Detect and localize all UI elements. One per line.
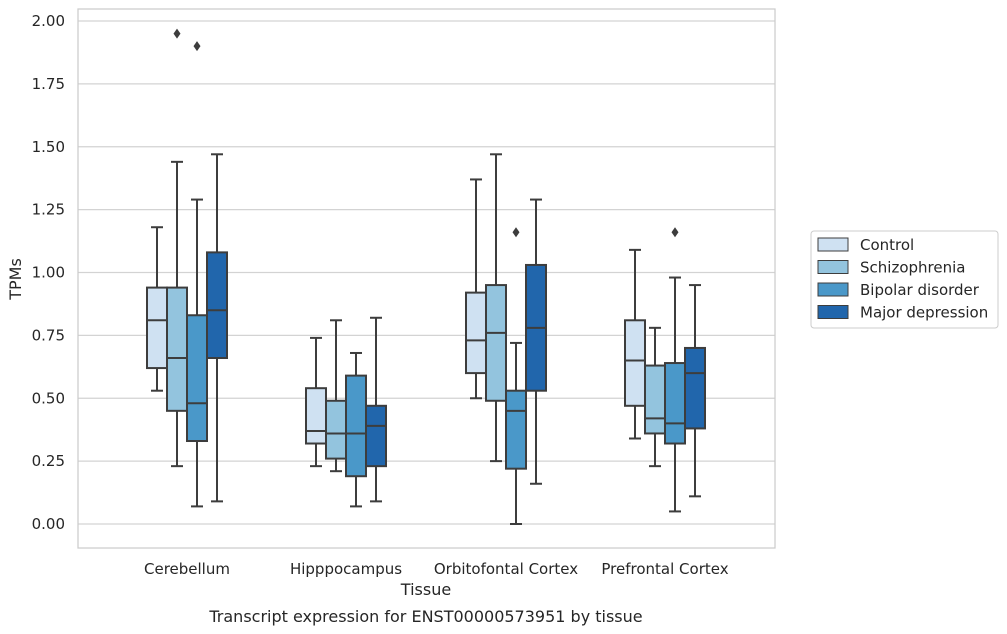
legend-swatch <box>817 282 849 297</box>
box-major-depression-2 <box>365 316 387 503</box>
box-schizophrenia-3 <box>485 153 507 463</box>
plot-frame <box>77 8 776 549</box>
y-tick-label: 1.75 <box>32 75 65 93</box>
box-major-depression-4 <box>684 284 706 498</box>
iqr-box <box>644 364 666 435</box>
iqr-box <box>166 286 188 412</box>
iqr-box <box>624 319 646 407</box>
box-schizophrenia-4 <box>644 326 666 468</box>
legend-frame <box>810 230 999 329</box>
y-tick-label: 1.00 <box>32 264 65 282</box>
gridlines <box>78 20 775 525</box>
legend-swatch <box>817 260 849 274</box>
box-groups <box>146 28 706 525</box>
x-axis-label: Tissue <box>400 580 451 599</box>
box-bipolar-disorder-3 <box>505 227 527 525</box>
y-tick-labels: 0.00 0.25 0.50 0.75 1.00 1.25 1.50 1.75 2.00 <box>32 12 65 533</box>
y-tick-label: 1.25 <box>32 201 65 219</box>
iqr-box <box>485 284 507 402</box>
legend-swatch <box>817 305 849 319</box>
x-tick-labels: Cerebellum Hipppocampus Orbitofontal Corte… <box>144 560 729 578</box>
y-tick-label: 0.50 <box>32 389 65 407</box>
iqr-box <box>146 286 168 370</box>
outlier-point <box>512 227 520 238</box>
y-tick-label: 0.00 <box>32 515 65 533</box>
iqr-box <box>325 399 347 460</box>
iqr-box <box>684 346 706 430</box>
y-tick-label: 0.75 <box>32 326 65 344</box>
y-tick-label: 2.00 <box>32 12 65 30</box>
box-bipolar-disorder-2 <box>345 351 367 508</box>
box-control-4 <box>624 248 646 440</box>
iqr-box <box>206 251 228 360</box>
legend: Control Schizophrenia Bipolar disorder Majo… <box>810 230 999 329</box>
box-major-depression-1 <box>206 153 228 503</box>
iqr-box <box>505 389 527 470</box>
iqr-box <box>345 374 367 478</box>
legend-label: Bipolar disorder <box>860 281 980 299</box>
outlier-point <box>173 28 181 39</box>
legend-label: Control <box>860 236 914 254</box>
legend-label: Major depression <box>860 304 988 322</box>
box-control-1 <box>146 226 168 392</box>
x-tick-label: Prefrontal Cortex <box>601 560 728 578</box>
x-tick-label: Hipppocampus <box>290 560 402 578</box>
legend-swatch <box>817 237 849 252</box>
x-tick-label: Cerebellum <box>144 560 230 578</box>
box-control-3 <box>465 178 487 400</box>
outlier-point <box>193 41 201 52</box>
y-axis-label: TPMs <box>6 258 25 301</box>
y-tick-label: 1.50 <box>32 138 65 156</box>
iqr-box <box>664 362 686 445</box>
box-bipolar-disorder-1 <box>186 41 208 508</box>
box-schizophrenia-2 <box>325 319 347 473</box>
chart-caption: Transcript expression for ENST0000057395… <box>208 607 642 626</box>
iqr-box <box>465 291 487 375</box>
iqr-box <box>365 404 387 468</box>
box-control-2 <box>305 336 327 468</box>
outlier-point <box>671 227 679 238</box>
box-schizophrenia-1 <box>166 28 188 468</box>
box-major-depression-3 <box>525 198 547 485</box>
x-tick-label: Orbitofontal Cortex <box>434 560 578 578</box>
iqr-box <box>305 387 327 445</box>
y-tick-label: 0.25 <box>32 452 65 470</box>
box-bipolar-disorder-4 <box>664 227 686 513</box>
iqr-box <box>186 314 208 443</box>
legend-label: Schizophrenia <box>860 259 965 277</box>
